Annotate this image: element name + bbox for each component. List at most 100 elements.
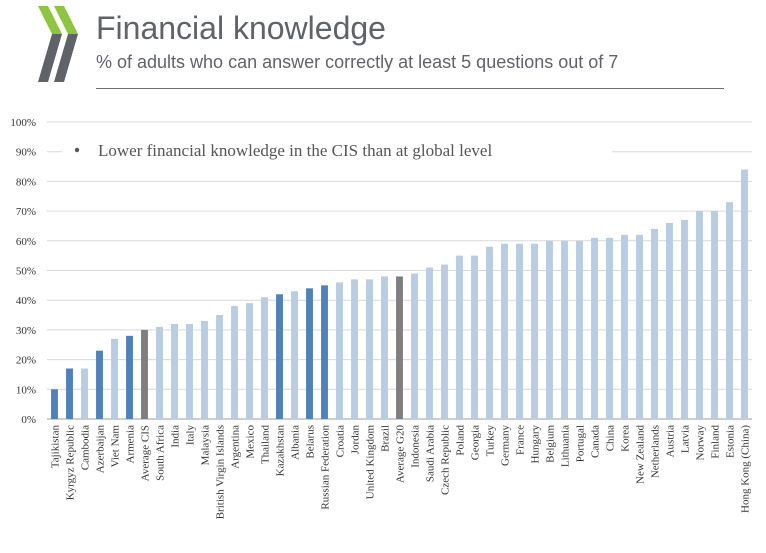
annotation-bullet [74, 147, 80, 153]
oecd-logo [38, 6, 78, 82]
bar-albania [291, 291, 298, 419]
x-tick-label: Latvia [680, 425, 692, 453]
bar-saudi-arabia [426, 267, 433, 419]
x-tick-label: Lithuania [560, 425, 572, 467]
x-tick-label: British Virgin Islands [215, 425, 227, 519]
bar-finland [711, 211, 718, 419]
logo-chevron-left-bottom [38, 34, 62, 82]
x-tick-label: Mexico [245, 425, 257, 459]
x-tick-label: Germany [500, 425, 512, 466]
bar-russian-federation [321, 285, 328, 419]
bar-lithuania [561, 240, 568, 419]
x-tick-label: Norway [695, 425, 707, 461]
x-tick-label: Kazakhstan [275, 425, 287, 477]
bar-kyrgyz-republic [66, 368, 73, 419]
x-tick-label: China [605, 425, 617, 451]
bar-thailand [261, 297, 268, 419]
x-tick-label: Argentina [230, 425, 242, 469]
bar-italy [186, 323, 193, 419]
x-tick-label: Italy [185, 425, 197, 446]
bar-canada [591, 237, 598, 419]
bar-croatia [336, 282, 343, 419]
y-tick-label: 70% [16, 206, 36, 218]
x-tick-label: New Zealand [635, 425, 647, 484]
x-tick-label: Czech Republic [440, 425, 452, 495]
x-tick-label: Indonesia [410, 425, 422, 468]
x-tick-label: Hong Kong (China) [740, 425, 752, 513]
x-tick-label: Belgium [545, 425, 557, 463]
x-tick-label: Austria [665, 425, 677, 458]
x-tick-label: Netherlands [650, 425, 662, 478]
y-tick-label: 60% [16, 236, 36, 248]
x-tick-label: Turkey [485, 425, 497, 457]
bar-latvia [681, 220, 688, 419]
x-tick-label: Croatia [335, 425, 347, 457]
bar-portugal [576, 240, 583, 419]
x-tick-label: Average G20 [395, 425, 407, 484]
bar-czech-republic [441, 264, 448, 419]
chart-bars [51, 169, 748, 419]
bar-belarus [306, 288, 313, 419]
x-tick-label: Finland [710, 425, 722, 459]
x-tick-label: Azerbaijan [95, 425, 107, 474]
y-tick-label: 0% [21, 414, 36, 426]
y-tick-label: 80% [16, 176, 36, 188]
bar-cambodia [81, 368, 88, 419]
annotation-background [62, 134, 612, 164]
bar-jordan [351, 279, 358, 419]
bar-china [606, 237, 613, 419]
x-tick-label: Belarus [305, 425, 317, 459]
bar-korea [621, 234, 628, 419]
bar-belgium [546, 240, 553, 419]
x-tick-label: Jordan [350, 425, 362, 455]
bar-austria [666, 222, 673, 419]
bar-hong-kong-china [741, 169, 748, 419]
x-tick-label: Armenia [125, 425, 137, 464]
x-tick-label: Canada [590, 425, 602, 458]
annotation-text: Lower financial knowledge in the CIS tha… [98, 141, 492, 160]
bar-brazil [381, 276, 388, 419]
bar-armenia [126, 335, 133, 419]
x-tick-label: Estonia [725, 425, 737, 458]
page-title: Financial knowledge [96, 10, 386, 46]
bar-india [171, 323, 178, 419]
x-tick-label: Thailand [260, 425, 272, 465]
x-tick-label: Brazil [380, 425, 392, 452]
bar-south-africa [156, 326, 163, 419]
bar-poland [456, 255, 463, 419]
bar-france [516, 243, 523, 419]
x-tick-label: Russian Federation [320, 425, 332, 510]
bar-mexico [246, 303, 253, 419]
bar-hungary [531, 243, 538, 419]
y-tick-label: 100% [10, 117, 36, 129]
chart-x-ticks: Tajikistan Kyrgyz Republic Cambodia Azerbai… [50, 425, 752, 520]
x-tick-label: Tajikistan [50, 425, 62, 469]
x-tick-label: Korea [620, 425, 632, 452]
x-tick-label: South Africa [155, 425, 167, 481]
bar-estonia [726, 202, 733, 419]
x-tick-label: Viet Nam [110, 425, 122, 468]
y-tick-label: 90% [16, 147, 36, 159]
x-tick-label: Cambodia [80, 425, 92, 470]
bar-viet-nam [111, 338, 118, 419]
logo-chevron-right-top [54, 6, 78, 34]
x-tick-label: Saudi Arabia [425, 425, 437, 482]
x-tick-label: Poland [455, 425, 467, 456]
chart-annotation: Lower financial knowledge in the CIS tha… [62, 134, 612, 164]
x-tick-label: Kyrgyz Republic [65, 425, 77, 500]
x-tick-label: India [170, 425, 182, 448]
bar-netherlands [651, 228, 658, 419]
x-tick-label: Average CIS [140, 425, 152, 481]
y-tick-label: 30% [16, 325, 36, 337]
title-divider [96, 88, 724, 89]
bar-malaysia [201, 320, 208, 419]
bar-new-zealand [636, 234, 643, 419]
bar-average-cis [141, 329, 148, 419]
y-tick-label: 40% [16, 295, 36, 307]
x-tick-label: Albania [290, 425, 302, 460]
bar-tajikistan [51, 389, 58, 419]
x-tick-label: Malaysia [200, 425, 212, 465]
bar-indonesia [411, 273, 418, 419]
y-tick-label: 50% [16, 266, 36, 278]
